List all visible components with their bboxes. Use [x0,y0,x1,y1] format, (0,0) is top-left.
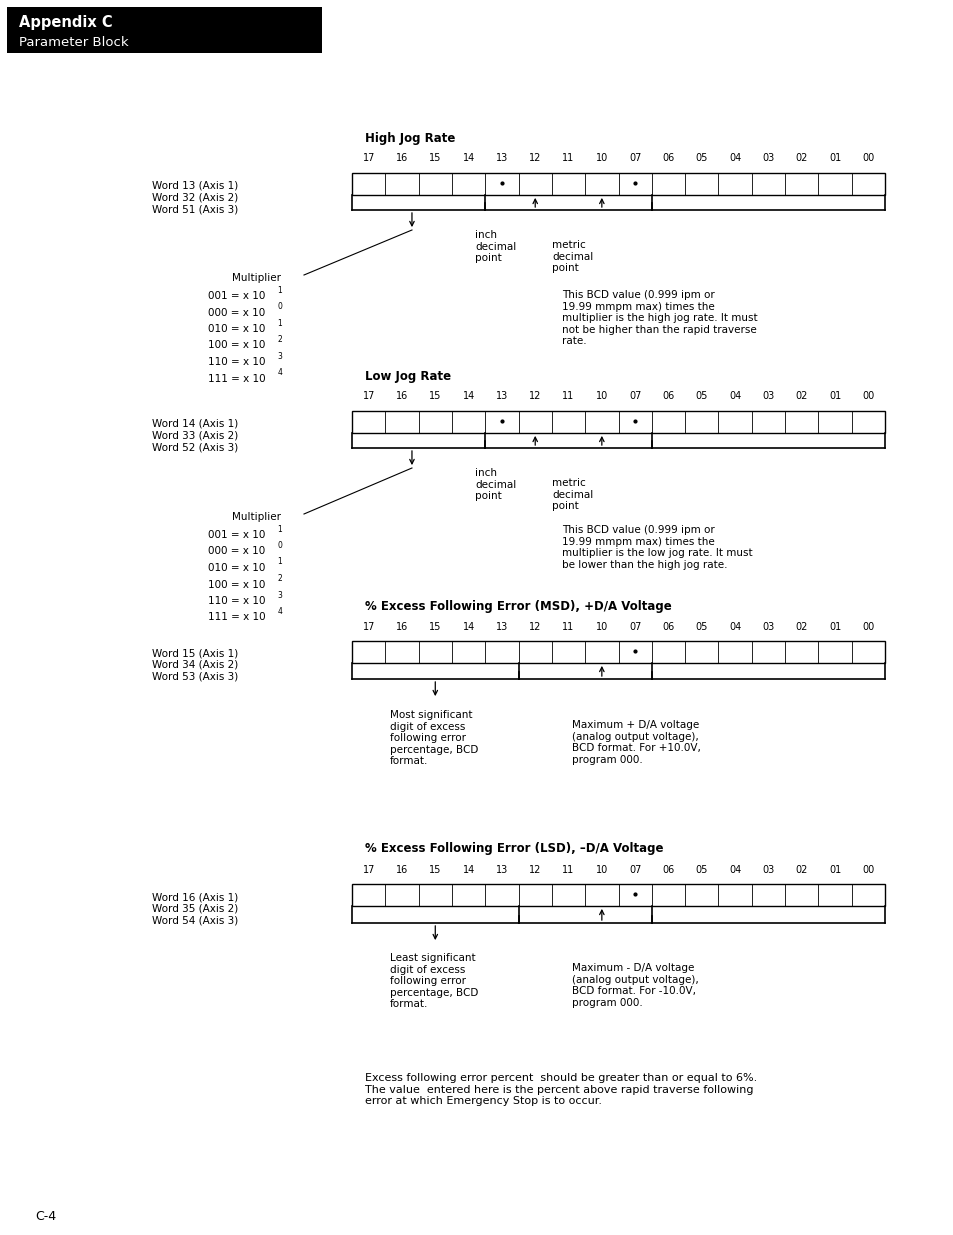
Text: 17: 17 [362,622,375,632]
Text: Appendix C: Appendix C [19,15,112,30]
Text: Least significant
digit of excess
following error
percentage, BCD
format.: Least significant digit of excess follow… [390,953,477,1009]
Text: 07: 07 [628,864,640,876]
Text: 04: 04 [728,391,740,401]
Text: 14: 14 [462,864,475,876]
Text: 001 = x 10: 001 = x 10 [208,291,265,301]
Text: 11: 11 [562,391,574,401]
Text: 04: 04 [728,622,740,632]
Text: 17: 17 [362,153,375,163]
Text: 15: 15 [429,153,441,163]
Text: 01: 01 [828,864,841,876]
Text: 111 = x 10: 111 = x 10 [208,613,265,622]
Text: 15: 15 [429,864,441,876]
Text: Most significant
digit of excess
following error
percentage, BCD
format.: Most significant digit of excess followi… [390,710,477,767]
Text: 110 = x 10: 110 = x 10 [208,597,265,606]
Text: 4: 4 [277,606,282,616]
Bar [7,7,322,53]
Text: 00: 00 [862,864,874,876]
Text: 05: 05 [695,153,707,163]
Text: Parameter Block: Parameter Block [19,36,129,48]
Text: 04: 04 [728,864,740,876]
Text: 00: 00 [862,153,874,163]
Text: metric
decimal
point: metric decimal point [552,478,593,511]
Text: This BCD value (0.999 ipm or
19.99 mmpm max) times the
multiplier is the low jog: This BCD value (0.999 ipm or 19.99 mmpm … [561,525,752,569]
Text: 03: 03 [761,153,774,163]
Text: Word 14 (Axis 1)
Word 33 (Axis 2)
Word 52 (Axis 3): Word 14 (Axis 1) Word 33 (Axis 2) Word 5… [152,419,238,452]
Text: 12: 12 [529,864,541,876]
Bar [352,884,884,906]
Text: 14: 14 [462,622,475,632]
Text: 14: 14 [462,153,475,163]
Text: 000 = x 10: 000 = x 10 [208,308,265,317]
Text: 010 = x 10: 010 = x 10 [208,563,265,573]
Text: 04: 04 [728,153,740,163]
Text: 100 = x 10: 100 = x 10 [208,341,265,351]
Text: 14: 14 [462,391,475,401]
Text: 03: 03 [761,864,774,876]
Text: 17: 17 [362,391,375,401]
Text: % Excess Following Error (LSD), –D/A Voltage: % Excess Following Error (LSD), –D/A Vol… [365,842,662,855]
Text: 4: 4 [277,368,282,377]
Bar [352,411,884,433]
Text: 16: 16 [395,622,408,632]
Text: 13: 13 [496,391,508,401]
Text: 1: 1 [277,557,282,567]
Text: 06: 06 [661,153,674,163]
Bar [352,641,884,663]
Text: 16: 16 [395,864,408,876]
Text: 000 = x 10: 000 = x 10 [208,547,265,557]
Text: 16: 16 [395,391,408,401]
Text: 1: 1 [277,525,282,534]
Text: 12: 12 [529,153,541,163]
Text: Word 16 (Axis 1)
Word 35 (Axis 2)
Word 54 (Axis 3): Word 16 (Axis 1) Word 35 (Axis 2) Word 5… [152,892,238,925]
Text: 16: 16 [395,153,408,163]
Text: 12: 12 [529,622,541,632]
Text: metric
decimal
point: metric decimal point [552,240,593,273]
Text: 3: 3 [277,590,282,599]
Text: 05: 05 [695,864,707,876]
Text: 07: 07 [628,391,640,401]
Text: 13: 13 [496,622,508,632]
Text: 07: 07 [628,622,640,632]
Text: 0: 0 [277,541,282,550]
Text: High Jog Rate: High Jog Rate [365,132,455,144]
Text: inch
decimal
point: inch decimal point [475,230,516,263]
Text: 11: 11 [562,864,574,876]
Text: 001 = x 10: 001 = x 10 [208,530,265,540]
Text: C-4: C-4 [35,1210,56,1223]
Text: 15: 15 [429,622,441,632]
Text: Multiplier: Multiplier [232,513,281,522]
Text: Maximum + D/A voltage
(analog output voltage),
BCD format. For +10.0V,
program 0: Maximum + D/A voltage (analog output vol… [572,720,700,764]
Text: 0: 0 [277,303,282,311]
Text: 10: 10 [595,622,607,632]
Text: 1: 1 [277,319,282,327]
Text: 06: 06 [661,864,674,876]
Text: 100 = x 10: 100 = x 10 [208,579,265,589]
Text: 03: 03 [761,622,774,632]
Text: 03: 03 [761,391,774,401]
Text: 17: 17 [362,864,375,876]
Text: % Excess Following Error (MSD), +D/A Voltage: % Excess Following Error (MSD), +D/A Vol… [365,600,671,613]
Text: 111 = x 10: 111 = x 10 [208,373,265,384]
Text: 12: 12 [529,391,541,401]
Text: 13: 13 [496,864,508,876]
Text: Word 15 (Axis 1)
Word 34 (Axis 2)
Word 53 (Axis 3): Word 15 (Axis 1) Word 34 (Axis 2) Word 5… [152,648,238,682]
Bar [352,173,884,195]
Text: 01: 01 [828,622,841,632]
Text: Multiplier: Multiplier [232,273,281,283]
Text: This BCD value (0.999 ipm or
19.99 mmpm max) times the
multiplier is the high jo: This BCD value (0.999 ipm or 19.99 mmpm … [561,290,757,346]
Text: 02: 02 [795,391,807,401]
Text: 010 = x 10: 010 = x 10 [208,324,265,333]
Text: Low Jog Rate: Low Jog Rate [365,370,451,383]
Text: inch
decimal
point: inch decimal point [475,468,516,501]
Text: 05: 05 [695,622,707,632]
Text: 07: 07 [628,153,640,163]
Text: 10: 10 [595,864,607,876]
Text: 1: 1 [277,285,282,294]
Text: 2: 2 [277,574,282,583]
Text: Word 13 (Axis 1)
Word 32 (Axis 2)
Word 51 (Axis 3): Word 13 (Axis 1) Word 32 (Axis 2) Word 5… [152,182,238,214]
Text: 06: 06 [661,391,674,401]
Text: 02: 02 [795,864,807,876]
Text: 00: 00 [862,622,874,632]
Text: 10: 10 [595,153,607,163]
